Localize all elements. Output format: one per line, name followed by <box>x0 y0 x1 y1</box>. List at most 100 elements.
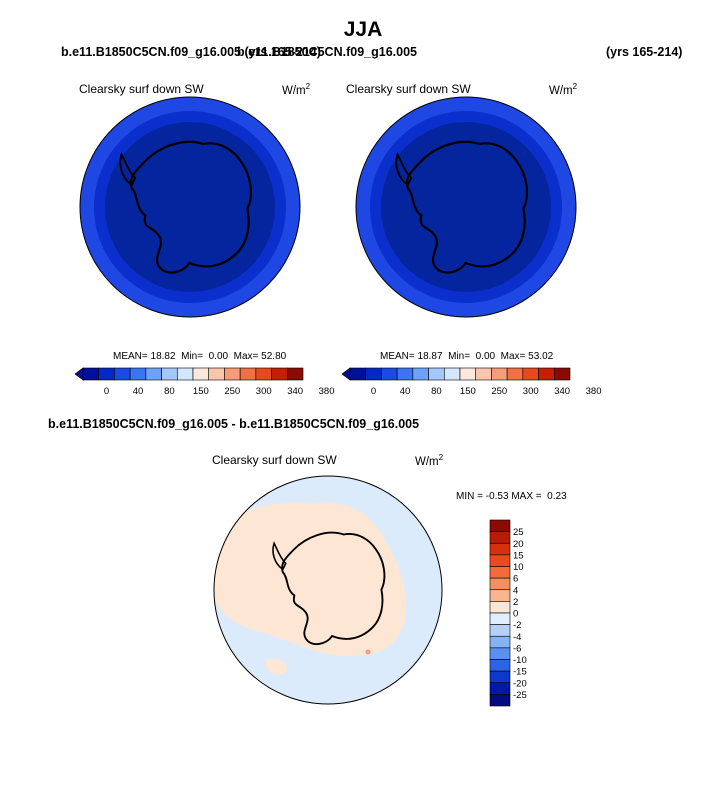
panel3-colorbar-tick-label: -25 <box>513 690 527 701</box>
panel1-colorbar-swatch <box>286 367 304 381</box>
panel2-map <box>355 96 577 318</box>
panel1-colorbar-tick-label: 300 <box>256 386 272 397</box>
panel3-border <box>213 475 443 705</box>
panel3-colorbar-tick-label: 10 <box>513 562 524 573</box>
panel2-colorbar-swatch <box>412 367 429 381</box>
figure-title: JJA <box>343 18 383 41</box>
panel3-positive-spot <box>365 649 371 655</box>
panel3-title: Clearsky surf down SW <box>212 453 337 467</box>
panel1-colorbar-swatch <box>114 367 131 381</box>
panel1-colorbar-tick-label: 80 <box>164 386 175 397</box>
panel2-colorbar-swatch <box>365 367 382 381</box>
panel3-colorbar-swatch <box>489 554 511 567</box>
panel3-colorbar-swatch <box>489 670 511 684</box>
panel1-colorbar-tick-label: 150 <box>193 386 209 397</box>
panel1-units: W/m2 <box>282 82 311 97</box>
panel2-colorbar-tick-label: 340 <box>554 386 570 397</box>
panel2-colorbar-swatch <box>428 367 445 381</box>
panel2-colorbar-swatch <box>522 367 539 381</box>
panel1-inner-disc <box>105 122 275 292</box>
panel2-colorbar-swatch <box>396 367 414 381</box>
diff-case-label: b.e11.B1850C5CN.f09_g16.005 - b.e11.B185… <box>48 417 420 431</box>
panel1-colorbar-tick-label: 250 <box>224 386 240 397</box>
panel2-colorbar-tick-label: 150 <box>460 386 476 397</box>
panel3-colorbar-swatch <box>489 601 511 614</box>
panel3-colorbar-tick-label: 2 <box>513 597 518 608</box>
panel2-colorbar-tick-label: 300 <box>523 386 539 397</box>
panel2-colorbar-tick-label: 0 <box>371 386 376 397</box>
panel3-colorbar-swatch <box>489 624 511 637</box>
panel3-colorbar-tick-label: 25 <box>513 527 524 538</box>
panel3-map <box>213 475 443 705</box>
panel2-colorbar-tick-label: 250 <box>491 386 507 397</box>
panel2-colorbar-swatch <box>506 367 524 381</box>
panel1-title: Clearsky surf down SW <box>79 82 204 96</box>
panel3-anomaly-region <box>214 502 407 656</box>
panel1-colorbar-swatch <box>255 367 272 381</box>
panel1-colorbar-swatch <box>98 367 115 381</box>
panel2-colorbar: 0 40 80 150 250 300 340 380 <box>341 367 602 397</box>
panel1-colorbar-tick-label: 0 <box>104 386 109 397</box>
panel1-colorbar-swatch <box>239 367 257 381</box>
panel2-colorbar-swatch <box>381 367 398 381</box>
panel1-colorbar-swatch <box>129 367 147 381</box>
panel1-colorbar-swatch <box>271 367 288 381</box>
panel1-colorbar-swatch <box>145 367 162 381</box>
panel3-colorbar-tick-label: 0 <box>513 609 518 620</box>
panel1-stats: MEAN= 18.82 Min= 0.00 Max= 52.80 <box>113 351 287 362</box>
panel3-colorbar-swatch <box>489 694 511 707</box>
panel1-colorbar-swatch <box>192 367 210 381</box>
panel3-colorbar-tick-label: 4 <box>513 585 518 596</box>
case-years-right: (yrs 165-214) <box>606 45 683 59</box>
panel2-colorbar-tick-label: 380 <box>586 386 602 397</box>
panel3-colorbar-swatch <box>489 542 511 556</box>
panel3-colorbar-tick-label: -20 <box>513 678 527 689</box>
panel3-colorbar-tick-label: 6 <box>513 574 518 585</box>
panel3-colorbar-swatch <box>489 659 511 672</box>
panel2-colorbar-swatch <box>459 367 477 381</box>
panel3-colorbar-swatch <box>489 519 511 532</box>
panel2-colorbar-swatch <box>443 367 461 381</box>
panel3-units: W/m2 <box>415 453 444 468</box>
panel1-colorbar-tick-label: 340 <box>287 386 303 397</box>
panel2-colorbar-tick-label: 80 <box>431 386 442 397</box>
panel1-colorbar-swatch <box>82 367 100 381</box>
panel2-colorbar-arrow-low <box>341 367 351 381</box>
panel1-colorbar-swatch <box>176 367 194 381</box>
panel2-colorbar-swatch <box>491 367 508 381</box>
panel2-inner-disc <box>381 122 551 292</box>
panel3-colorbar-tick-label: -10 <box>513 655 527 666</box>
panel3-colorbar-swatch <box>489 566 511 579</box>
panel3-colorbar-tick-label: -4 <box>513 632 521 643</box>
panel1-colorbar-swatch <box>208 367 225 381</box>
panel2-colorbar-swatch <box>475 367 492 381</box>
panel3-colorbar-swatch <box>489 635 511 649</box>
panel2-colorbar-swatch <box>553 367 571 381</box>
panel3-colorbar-swatch <box>489 682 511 695</box>
panel2-colorbar-tick-label: 40 <box>400 386 411 397</box>
panel3-colorbar-swatch <box>489 612 511 625</box>
panel3-stats: MIN = -0.53 MAX = 0.23 <box>456 491 567 502</box>
case-label-left: b.e11.B1850C5CN.f09_g16.005 (yrs 165-214… <box>61 45 321 59</box>
panel2-colorbar-swatch <box>538 367 555 381</box>
panel3-colorbar-tick-label: -6 <box>513 643 521 654</box>
panel2-stats: MEAN= 18.87 Min= 0.00 Max= 53.02 <box>380 351 554 362</box>
panel3-colorbar-swatch <box>489 531 511 544</box>
case-label-right: b.e11.B1850C5CN.f09_g16.005 <box>237 45 417 59</box>
panel2-title: Clearsky surf down SW <box>346 82 471 96</box>
panel3-colorbar-swatch <box>489 589 511 602</box>
panel3-colorbar-tick-label: 15 <box>513 550 524 561</box>
panel3-colorbar-tick-label: -2 <box>513 620 521 631</box>
panel3-colorbar-swatch <box>489 577 511 591</box>
panel1-colorbar-arrow-low <box>74 367 84 381</box>
panel3-anomaly-patch <box>265 658 287 675</box>
panel3-colorbar-swatch <box>489 647 511 660</box>
panel2-colorbar-swatch <box>349 367 367 381</box>
panel1-colorbar-tick-label: 40 <box>133 386 144 397</box>
panel1-colorbar: 0 40 80 150 250 300 340 380 <box>74 367 335 397</box>
panel1-colorbar-swatch <box>224 367 241 381</box>
panel2-units: W/m2 <box>549 82 578 97</box>
panel1-colorbar-tick-label: 380 <box>319 386 335 397</box>
